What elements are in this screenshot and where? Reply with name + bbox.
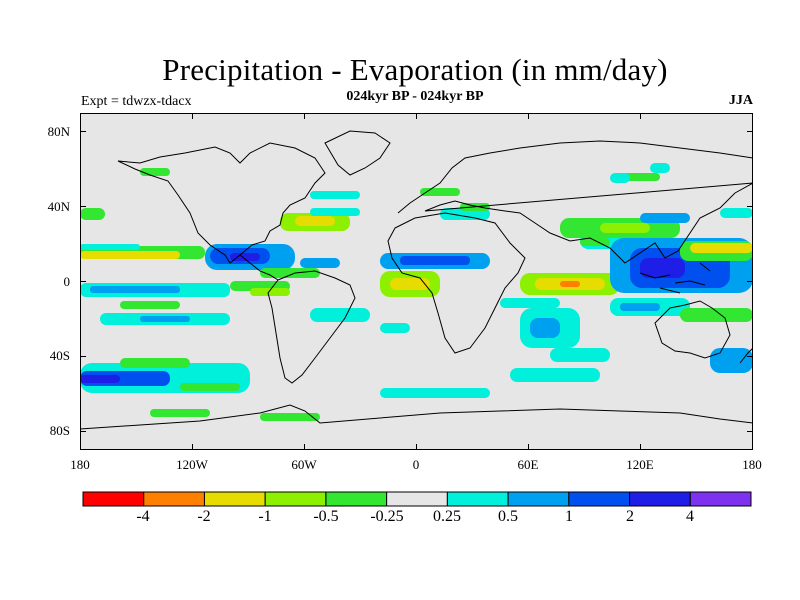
plot-title: Precipitation - Evaporation (in mm/day) — [162, 52, 668, 87]
colorbar-swatch — [386, 491, 448, 507]
colorbar-swatch — [143, 491, 205, 507]
colorbar-label: 1 — [565, 508, 573, 525]
africa-coast — [387, 212, 526, 354]
lat-label-80n: 80N — [47, 124, 70, 139]
colorbar-swatch — [82, 491, 145, 507]
lon-label-180w: 180 — [70, 457, 90, 472]
colorbar-label: 2 — [626, 508, 634, 525]
axis-ticks — [80, 113, 753, 450]
colorbar-label: -0.25 — [370, 508, 404, 525]
lat-label-80s: 80S — [49, 423, 70, 438]
colorbar-swatch — [507, 491, 570, 507]
anomaly-fields — [80, 163, 753, 421]
colorbar-swatch — [446, 491, 509, 507]
antarctica-coast — [80, 404, 753, 430]
atlantic-fields — [80, 191, 490, 333]
lat-label-0: 0 — [63, 274, 71, 289]
colorbar-label: 0.25 — [433, 508, 461, 525]
south-pacific-band — [80, 281, 290, 325]
lon-label-60w: 60W — [291, 457, 317, 472]
south-america-coast — [267, 270, 356, 384]
plot-subtitle: 024kyr BP - 024kyr BP — [346, 89, 484, 104]
lon-label-180e: 180 — [742, 457, 762, 472]
colorbar-swatch — [689, 491, 752, 507]
colorbar-swatch — [264, 491, 327, 507]
lat-label-40n: 40N — [47, 199, 70, 214]
colorbar-label: -2 — [197, 508, 211, 525]
colorbar-label: 4 — [686, 508, 694, 525]
colorbar-boxes — [82, 491, 752, 507]
colorbar-swatch — [325, 491, 388, 507]
australia-coast — [654, 300, 731, 359]
lon-label-0: 0 — [412, 457, 420, 472]
southern-ocean-band — [80, 358, 600, 421]
north-pacific-band — [80, 244, 320, 278]
eurasia-coast — [397, 140, 753, 264]
colorbar-label: -0.5 — [313, 508, 339, 525]
lon-label-60e: 60E — [517, 457, 539, 472]
greenland-coast — [324, 130, 391, 176]
world-map — [80, 113, 753, 450]
maritime-continent-coast — [639, 262, 711, 294]
experiment-label: Expt = tdwzx-tdacx — [81, 94, 192, 109]
lon-label-120e: 120E — [626, 457, 654, 472]
north-america-coast — [117, 142, 326, 264]
lon-label-120w: 120W — [176, 457, 208, 472]
indian-ocean-fields — [500, 233, 640, 362]
coastlines — [80, 130, 753, 430]
season-label: JJA — [728, 93, 753, 108]
colorbar-swatch — [203, 491, 266, 507]
colorbar — [82, 491, 752, 507]
new-zealand-coast — [739, 347, 753, 364]
lat-label-40s: 40S — [49, 348, 70, 363]
central-america-coast — [239, 254, 279, 281]
colorbar-swatch — [568, 491, 631, 507]
colorbar-swatch — [629, 491, 691, 507]
colorbar-label: -4 — [136, 508, 150, 525]
colorbar-label: 0.5 — [498, 508, 518, 525]
west-pacific-warm-pool — [560, 173, 753, 373]
colorbar-label: -1 — [258, 508, 272, 525]
